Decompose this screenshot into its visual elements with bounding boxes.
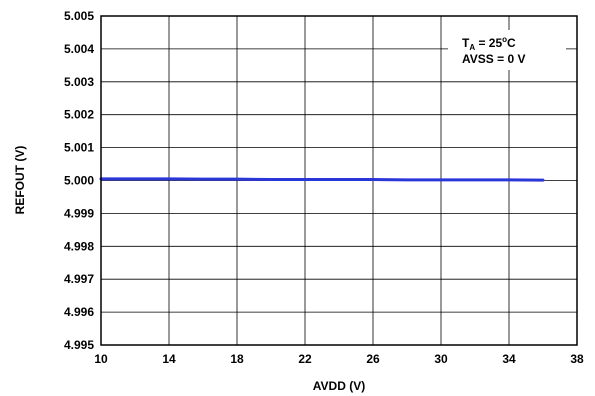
y-tick-label: 5.005	[64, 9, 94, 23]
x-tick-labels: 10 14 18 22 26 30 34 38	[94, 352, 584, 366]
x-tick-label: 18	[230, 352, 244, 366]
x-tick-label: 34	[502, 352, 516, 366]
y-tick-label: 4.995	[64, 338, 94, 352]
series-line	[99, 177, 545, 182]
x-axis-title: AVDD (V)	[313, 379, 365, 393]
y-tick-label: 4.996	[64, 305, 94, 319]
x-tick-label: 26	[366, 352, 380, 366]
annotation-box: TA = 25oC AVSS = 0 V	[448, 30, 566, 70]
y-tick-label: 5.004	[64, 42, 94, 56]
y-tick-label: 5.003	[64, 75, 94, 89]
y-tick-label: 4.999	[64, 206, 94, 220]
x-tick-label: 38	[570, 352, 584, 366]
annotation-line-1: TA = 25oC	[462, 35, 516, 52]
x-tick-label: 14	[162, 352, 176, 366]
y-axis-title: REFOUT (V)	[13, 146, 27, 215]
y-tick-labels: 4.995 4.996 4.997 4.998 4.999 5.000 5.001 5.002…	[64, 9, 94, 352]
x-tick-label: 30	[434, 352, 448, 366]
annotation-line-2: AVSS = 0 V	[462, 52, 525, 66]
y-tick-label: 5.001	[64, 141, 94, 155]
y-tick-label: 4.997	[64, 272, 94, 286]
y-tick-label: 5.000	[64, 174, 94, 188]
y-tick-label: 4.998	[64, 239, 94, 253]
x-tick-label: 22	[298, 352, 312, 366]
x-tick-label: 10	[94, 352, 108, 366]
annotation-background	[448, 30, 566, 70]
series-layer	[99, 177, 545, 182]
plot-frame	[100, 15, 578, 346]
y-tick-label: 5.002	[64, 108, 94, 122]
